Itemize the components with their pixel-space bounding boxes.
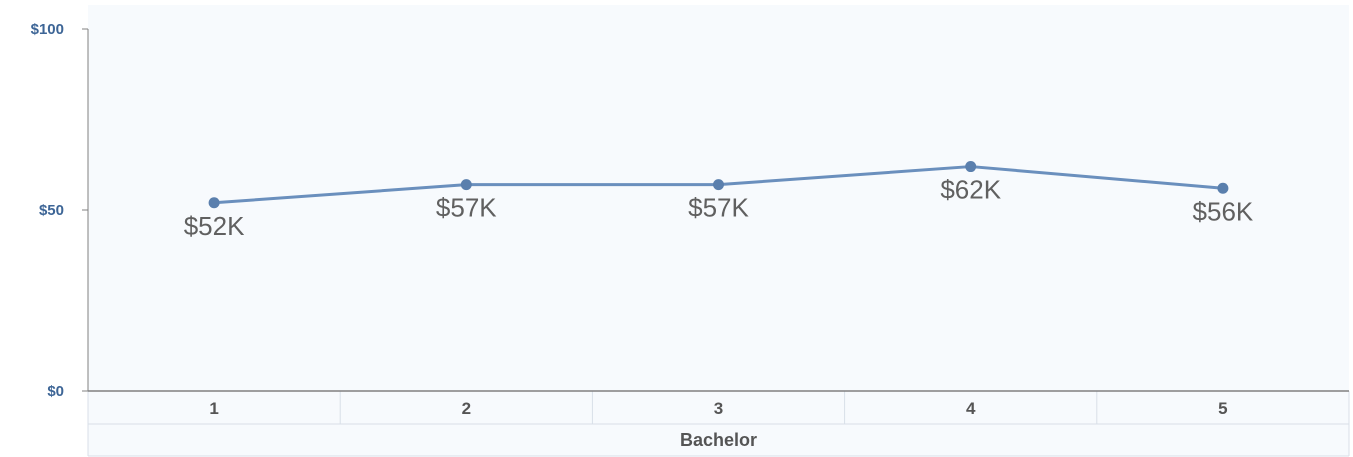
x-tick-label: 2 bbox=[462, 399, 471, 418]
data-point-marker[interactable] bbox=[965, 161, 977, 173]
y-tick-label: $100 bbox=[31, 21, 64, 38]
data-point-marker[interactable] bbox=[1217, 182, 1229, 194]
x-tick-label: 5 bbox=[1218, 399, 1227, 418]
x-tick-label: 4 bbox=[966, 399, 976, 418]
y-tick-label: $0 bbox=[47, 383, 64, 400]
data-label: $57K bbox=[436, 193, 497, 223]
data-label-layer: $52K $57K $57K $62K $56K bbox=[184, 175, 1254, 241]
data-label: $62K bbox=[940, 175, 1001, 205]
x-tick-label: 3 bbox=[714, 399, 723, 418]
data-label: $56K bbox=[1193, 196, 1254, 226]
y-tick-label: $50 bbox=[39, 202, 64, 219]
x-tick-label: 1 bbox=[209, 399, 218, 418]
data-label: $52K bbox=[184, 211, 245, 241]
group-label: Bachelor bbox=[680, 430, 757, 450]
series-layer bbox=[208, 161, 1229, 209]
data-point-marker[interactable] bbox=[208, 197, 220, 209]
data-label: $57K bbox=[688, 193, 749, 223]
category-table: 1 2 3 4 5 Bachelor bbox=[87, 391, 1350, 457]
data-point-marker[interactable] bbox=[713, 179, 724, 191]
y-axis: $0 $50 $100 bbox=[31, 21, 89, 400]
data-point-marker[interactable] bbox=[460, 179, 472, 191]
